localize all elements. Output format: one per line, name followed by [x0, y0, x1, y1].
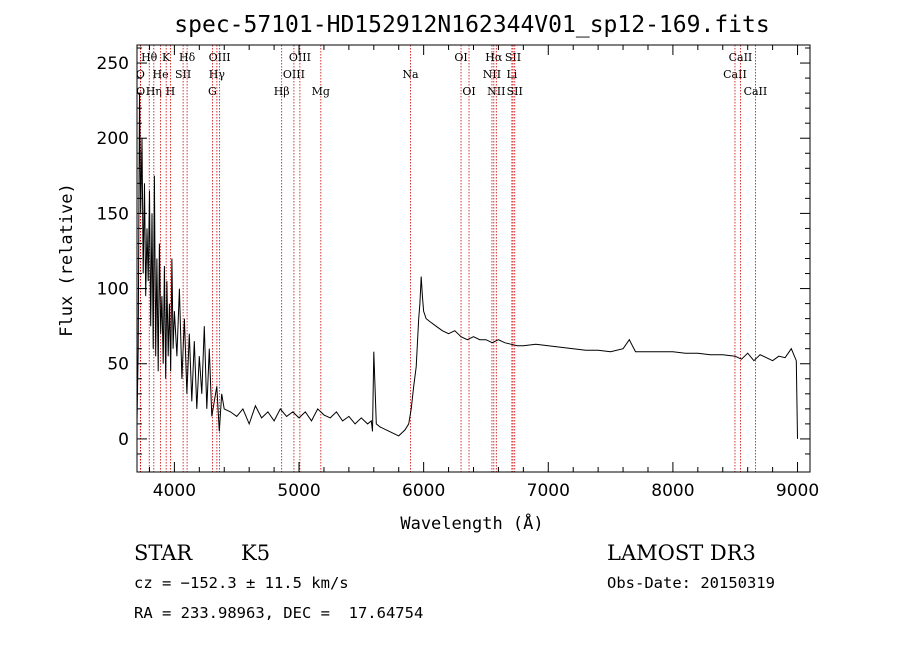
x-tick-label: 9000 [776, 481, 819, 501]
spectral-line-label: OI [462, 85, 475, 98]
spectral-line-label: NII [483, 68, 501, 81]
spectral-line-label: NII [487, 85, 505, 98]
spectral-line-label: K [162, 51, 171, 64]
spectrum-trace [136, 93, 798, 439]
spectral-line-label: O [136, 68, 145, 81]
spectral-line-label: SII [505, 51, 521, 64]
spectral-line-label: Hδ [179, 51, 196, 64]
axis-ticks: 4000 5000 6000 7000 8000 9000 0 50 100 150 200 250 [97, 45, 819, 501]
y-tick-label: 0 [118, 430, 129, 450]
obs-date-readout: Obs-Date: 20150319 [607, 574, 775, 592]
spectral-line-label: Hα [485, 51, 503, 64]
spectral-line-label: H [166, 85, 176, 98]
x-tick-label: 6000 [402, 481, 445, 501]
spectral-line-label: OI [454, 51, 467, 64]
x-tick-label: 8000 [651, 481, 694, 501]
coords-readout: RA = 233.98963, DEC = 17.64754 [134, 604, 424, 622]
velocity-readout: cz = −152.3 ± 11.5 km/s [134, 574, 349, 592]
spectral-line-label: OIII [283, 68, 305, 81]
spectral-line-label: Hθ [141, 51, 158, 64]
spectral-line-label: Li [506, 68, 517, 81]
spectral-line-label: Mg [312, 85, 330, 98]
spectral-class: K5 [241, 541, 271, 565]
y-tick-label: 150 [97, 204, 129, 224]
object-type: STAR [134, 541, 193, 565]
spectral-line-label: CaII [744, 85, 768, 98]
spectral-line-label: SII [175, 68, 191, 81]
spectral-line-label: CaII [723, 68, 747, 81]
spectral-line-label: OIII [289, 51, 311, 64]
chart-title: spec-57101-HD152912N162344V01_sp12-169.f… [174, 12, 769, 38]
y-tick-label: 100 [97, 280, 129, 300]
survey-name: LAMOST DR3 [607, 541, 756, 565]
y-tick-label: 200 [97, 129, 129, 149]
spectral-line-label: SII [507, 85, 523, 98]
spectral-line-label: O [136, 85, 145, 98]
spectral-line-label: G [208, 85, 217, 98]
spectral-line-label: He [153, 68, 169, 81]
spectral-line-label: Hβ [274, 85, 290, 98]
x-tick-label: 5000 [277, 481, 320, 501]
spectral-line-label: OIII [209, 51, 231, 64]
spectral-line-label: Hγ [209, 68, 226, 81]
spectral-line-label: CaII [729, 51, 753, 64]
spectral-line-label: Hη [146, 85, 162, 98]
spectral-line-markers: OO Hθ Hη He K H SII Hδ G Hγ OIII Hβ OIII OIII Mg Na OI OI… [136, 45, 767, 472]
x-tick-label: 4000 [153, 481, 196, 501]
y-tick-label: 250 [97, 54, 129, 74]
spectral-line-label: Na [402, 68, 419, 81]
x-tick-label: 7000 [527, 481, 570, 501]
plot-frame [136, 44, 811, 473]
y-tick-label: 50 [107, 355, 129, 375]
x-axis-label: Wavelength (Å) [400, 512, 543, 534]
y-axis-label: Flux (relative) [57, 183, 77, 337]
